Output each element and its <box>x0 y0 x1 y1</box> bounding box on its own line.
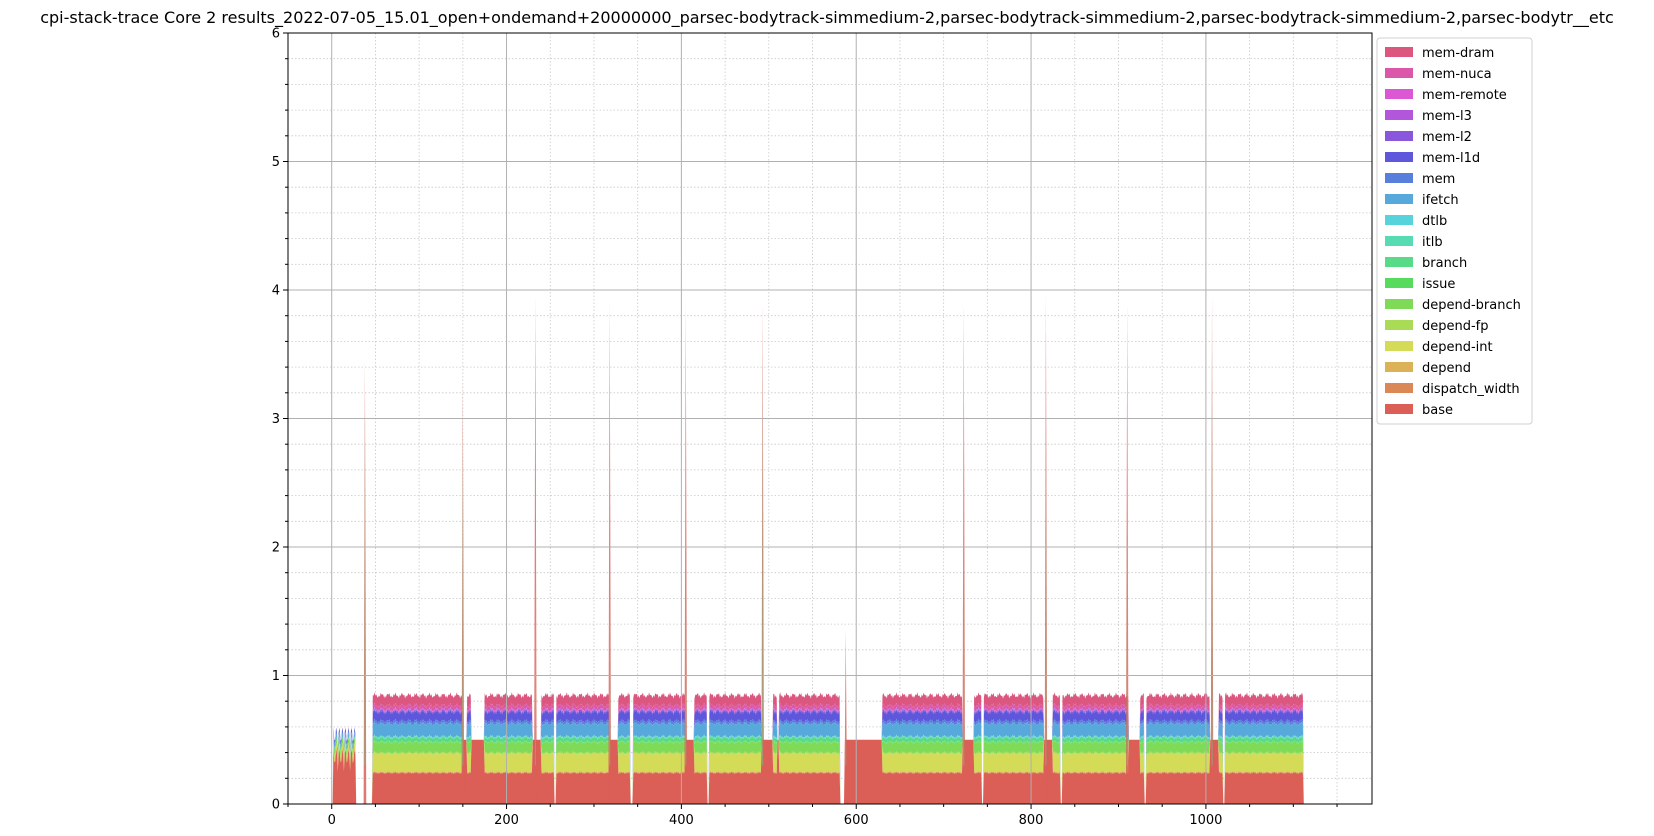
legend-label-depend-fp: depend-fp <box>1422 319 1489 334</box>
y-tick-label: 3 <box>272 412 280 427</box>
legend-swatch-mem-l1d <box>1385 152 1413 162</box>
legend-label-dispatch_width: dispatch_width <box>1422 382 1520 397</box>
legend-swatch-depend-branch <box>1385 299 1413 309</box>
chart-title: cpi-stack-trace Core 2 results_2022-07-0… <box>40 8 1614 28</box>
area-base <box>327 739 1311 804</box>
legend-label-mem-l2: mem-l2 <box>1422 130 1472 145</box>
legend-swatch-dispatch_width <box>1385 383 1413 393</box>
legend-label-branch: branch <box>1422 256 1467 271</box>
x-tick-label: 800 <box>1019 813 1044 828</box>
legend-label-depend-int: depend-int <box>1422 340 1493 355</box>
legend-label-mem-l1d: mem-l1d <box>1422 151 1480 166</box>
plot-area: 0 200 400 600 800 1000 0 1 2 3 4 5 6 <box>272 27 1373 828</box>
area-depend-branch <box>327 736 1311 804</box>
legend-swatch-mem-dram <box>1385 47 1413 57</box>
legend-label-mem-dram: mem-dram <box>1422 46 1494 61</box>
spike-peak-highlight <box>762 342 764 766</box>
area-ifetch <box>327 721 1311 804</box>
legend-swatch-mem <box>1385 173 1413 183</box>
y-tick-label: 6 <box>272 27 280 42</box>
area-depend <box>327 739 1311 804</box>
legend-swatch-itlb <box>1385 236 1413 246</box>
area-issue <box>327 736 1311 804</box>
x-tick-label: 400 <box>669 813 694 828</box>
legend-swatch-issue <box>1385 278 1413 288</box>
spike-peak-highlight <box>534 337 536 766</box>
spike-peak-highlight <box>1211 337 1213 766</box>
legend-label-mem-l3: mem-l3 <box>1422 109 1472 124</box>
legend-swatch-depend-fp <box>1385 320 1413 330</box>
legend-swatch-mem-remote <box>1385 89 1413 99</box>
area-depend-int <box>327 739 1311 804</box>
y-tick-label: 0 <box>272 798 280 813</box>
legend: mem-dram mem-nuca mem-remote mem-l3 mem-l2 me… <box>1376 37 1533 425</box>
legend-label-dtlb: dtlb <box>1422 214 1447 229</box>
spike-peak-highlight <box>845 644 847 766</box>
x-tick-label: 600 <box>844 813 869 828</box>
area-mem-l1d <box>327 709 1311 804</box>
legend-swatch-depend-int <box>1385 341 1413 351</box>
legend-swatch-mem-l2 <box>1385 131 1413 141</box>
spike-peak-highlight <box>609 342 611 766</box>
x-tick-label: 0 <box>328 813 336 828</box>
area-mem-dram <box>327 692 1311 804</box>
legend-label-mem-remote: mem-remote <box>1422 88 1507 103</box>
spike-peak-highlight <box>1045 337 1047 766</box>
x-tick-label: 200 <box>494 813 519 828</box>
legend-swatch-mem-l3 <box>1385 110 1413 120</box>
y-tick-label: 5 <box>272 155 280 170</box>
legend-box <box>1376 37 1533 425</box>
legend-label-depend: depend <box>1422 361 1471 376</box>
spike-peak-highlight <box>963 342 965 766</box>
legend-swatch-base <box>1385 404 1413 414</box>
legend-swatch-mem-nuca <box>1385 68 1413 78</box>
legend-label-depend-branch: depend-branch <box>1422 298 1521 313</box>
legend-label-itlb: itlb <box>1422 235 1443 250</box>
legend-swatch-dtlb <box>1385 215 1413 225</box>
legend-swatch-depend <box>1385 362 1413 372</box>
legend-label-mem-nuca: mem-nuca <box>1422 67 1492 82</box>
spike-peak-highlight <box>685 342 687 766</box>
y-tick-label: 2 <box>272 541 280 556</box>
legend-swatch-ifetch <box>1385 194 1413 204</box>
x-tick-label: 1000 <box>1189 813 1222 828</box>
spike-peak-highlight <box>462 413 464 766</box>
y-tick-label: 1 <box>272 669 280 684</box>
spike-peak-highlight <box>364 396 366 766</box>
spike-peak-highlight <box>1126 342 1128 766</box>
legend-swatch-branch <box>1385 257 1413 267</box>
y-tick-label: 4 <box>272 284 280 299</box>
legend-label-issue: issue <box>1422 277 1455 292</box>
legend-label-ifetch: ifetch <box>1422 193 1459 208</box>
legend-label-base: base <box>1422 403 1453 418</box>
legend-label-mem: mem <box>1422 172 1455 187</box>
